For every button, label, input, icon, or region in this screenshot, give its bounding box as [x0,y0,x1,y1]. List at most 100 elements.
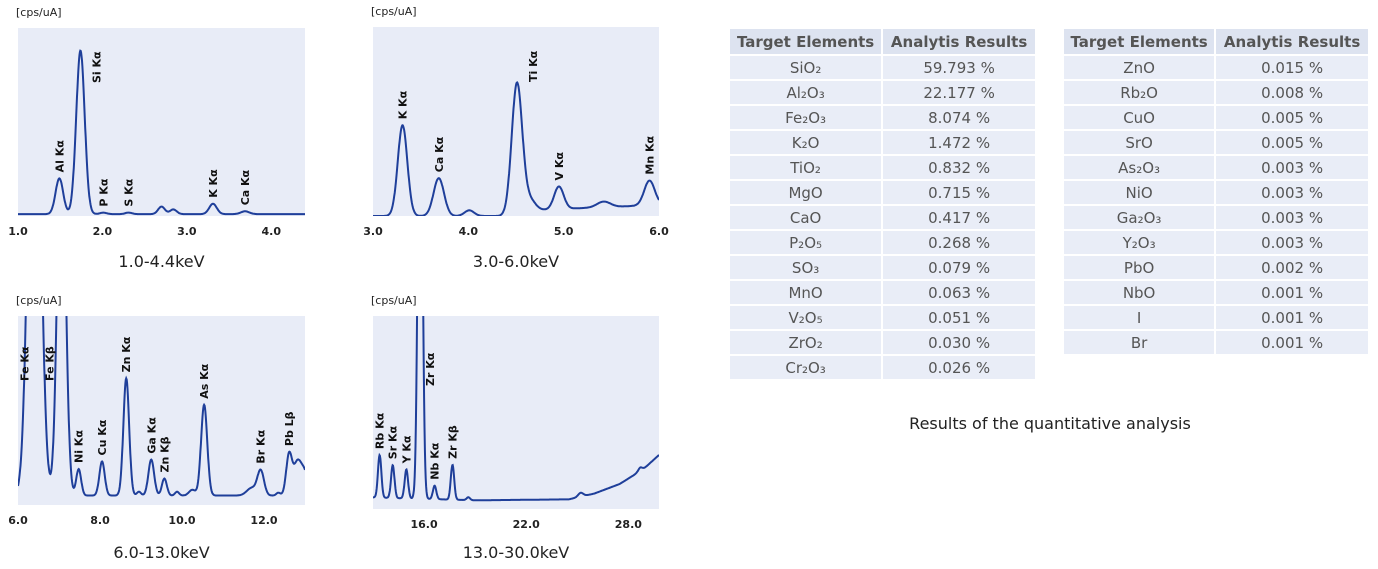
x-tick-label: 22.0 [513,518,540,531]
result-cell: 0.003 % [1214,204,1370,231]
peak-label: Pb Lβ [283,411,296,446]
element-cell: Rb₂O [1061,79,1217,106]
result-cell: 0.008 % [1214,79,1370,106]
column-header: Analytis Results [1214,27,1370,56]
table-row: Rb₂O 0.008 % [1061,79,1370,106]
result-cell: 0.417 % [881,204,1037,231]
table-row: Al₂O₃ 22.177 % [727,79,1037,106]
x-tick-label: 3.0 [363,225,383,238]
element-cell: P₂O₅ [727,229,884,256]
element-cell: Al₂O₃ [727,79,884,106]
x-tick-label: 4.0 [261,225,281,238]
table-row: Ga₂O₃ 0.003 % [1061,204,1370,231]
table-row: TiO₂ 0.832 % [727,154,1037,181]
peak-label: Sr Kα [387,425,400,459]
peak-label: Fe Kβ [44,346,57,381]
peak-label: P Kα [97,178,110,206]
peak-label: Ga Kα [145,417,158,454]
element-cell: I [1061,304,1217,331]
table-row: As₂O₃ 0.003 % [1061,154,1370,181]
result-cell: 0.001 % [1214,304,1370,331]
result-cell: 0.079 % [881,254,1037,281]
peak-label: Zn Kβ [158,436,171,472]
tables-caption: Results of the quantitative analysis [909,414,1191,433]
y-axis-unit: [cps/uA] [371,294,417,307]
element-cell: TiO₂ [727,154,884,181]
peak-label: Zr Kβ [447,425,460,459]
plot-area [373,27,659,216]
element-cell: NbO [1061,279,1217,306]
result-cell: 0.003 % [1214,154,1370,181]
chart-title: 6.0-13.0keV [113,543,210,562]
peak-label: Ca Kα [239,169,252,205]
table-row: I 0.001 % [1061,304,1370,331]
result-cell: 0.001 % [1214,279,1370,306]
y-axis-unit: [cps/uA] [16,6,62,19]
result-cell: 0.832 % [881,154,1037,181]
peak-label: Al Kα [53,140,66,173]
element-cell: As₂O₃ [1061,154,1217,181]
y-axis-unit: [cps/uA] [371,5,417,18]
x-tick-label: 4.0 [459,225,479,238]
result-cell: 22.177 % [881,79,1037,106]
column-header: Target Elements [727,27,884,56]
peak-label: Si Kα [91,51,104,83]
result-cell: 0.005 % [1214,104,1370,131]
result-cell: 0.002 % [1214,254,1370,281]
peak-label: S Kα [123,178,136,206]
header-row: Target Elements Analytis Results [727,27,1037,56]
results-table: Target Elements Analytis Results SiO₂ 59.79… [727,27,1037,381]
result-cell: 0.715 % [881,179,1037,206]
result-cell: 0.026 % [881,354,1037,381]
x-tick-label: 3.0 [177,225,197,238]
table-row: CaO 0.417 % [727,204,1037,231]
table-row: V₂O₅ 0.051 % [727,304,1037,331]
result-cell: 8.074 % [881,104,1037,131]
chart-title: 3.0-6.0keV [472,252,560,271]
element-cell: Fe₂O₃ [727,104,884,131]
peak-label: Ti Kα [527,50,540,82]
chart-title: 13.0-30.0keV [462,543,570,562]
x-tick-label: 1.0 [8,225,28,238]
table-row: CuO 0.005 % [1061,104,1370,131]
result-cell: 1.472 % [881,129,1037,156]
table-row: Br 0.001 % [1061,329,1370,356]
element-cell: CuO [1061,104,1217,131]
peak-label: Ni Kα [73,430,86,463]
peak-label: Ca Kα [433,136,446,172]
peak-label: As Kα [198,363,211,398]
element-cell: Cr₂O₃ [727,354,884,381]
result-cell: 0.001 % [1214,329,1370,356]
results-table: Target Elements Analytis Results ZnO 0.015 … [1061,27,1370,356]
peak-label: Br Kα [255,429,268,463]
peak-label: Zn Kα [120,336,133,372]
plot-area [18,316,305,505]
peak-label: Nb Kα [429,442,442,479]
result-cell: 0.051 % [881,304,1037,331]
chart-title: 1.0-4.4keV [118,252,205,271]
x-tick-label: 28.0 [615,518,642,531]
y-axis-unit: [cps/uA] [16,294,62,307]
element-cell: K₂O [727,129,884,156]
peak-label: Fe Kα [18,346,31,381]
x-tick-label: 2.0 [93,225,113,238]
column-header: Analytis Results [881,27,1037,56]
table-row: ZnO 0.015 % [1061,54,1370,81]
element-cell: SiO₂ [727,54,884,81]
table-row: SO₃ 0.079 % [727,254,1037,281]
x-tick-label: 6.0 [8,514,28,527]
column-header: Target Elements [1061,27,1217,56]
element-cell: SrO [1061,129,1217,156]
peak-label: K Kα [207,169,220,198]
result-cell: 0.003 % [1214,179,1370,206]
element-cell: PbO [1061,254,1217,281]
table-row: MgO 0.715 % [727,179,1037,206]
result-cell: 0.268 % [881,229,1037,256]
plot-area [18,28,305,216]
element-cell: ZnO [1061,54,1217,81]
result-cell: 0.030 % [881,329,1037,356]
